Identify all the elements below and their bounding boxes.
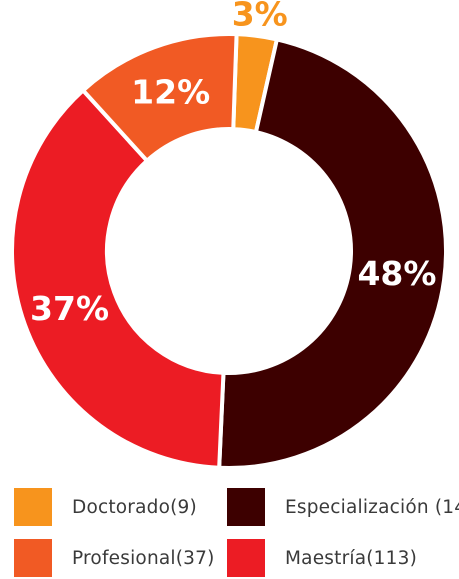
legend-item-especializacion: Especialización (142 xyxy=(227,487,459,527)
legend-swatch-maestria xyxy=(227,539,265,577)
donut-chart: 3% 48% 37% 12% xyxy=(10,0,448,470)
donut-slices xyxy=(10,32,448,470)
legend-swatch-profesional xyxy=(14,539,52,577)
slice-maestria xyxy=(10,87,226,470)
slice-profesional xyxy=(80,32,239,164)
legend-item-profesional: Profesional(37) xyxy=(14,538,215,578)
legend-label-profesional: Profesional(37) xyxy=(72,547,215,569)
percent-label-profesional: 12% xyxy=(131,72,210,111)
percent-label-especializacion: 48% xyxy=(357,254,436,293)
legend-label-maestria: Maestría(113) xyxy=(285,547,418,569)
legend-item-maestria: Maestría(113) xyxy=(227,538,417,578)
percent-label-doctorado: 3% xyxy=(232,0,288,33)
slice-especializacion xyxy=(217,36,448,470)
percent-label-maestria: 37% xyxy=(30,289,109,328)
legend-label-doctorado: Doctorado(9) xyxy=(72,496,197,518)
chart-legend: Doctorado(9) Especialización (142 Profes… xyxy=(0,480,459,579)
legend-item-doctorado: Doctorado(9) xyxy=(14,487,197,527)
legend-swatch-especializacion xyxy=(227,488,265,526)
legend-label-especializacion: Especialización (142 xyxy=(285,496,459,518)
legend-swatch-doctorado xyxy=(14,488,52,526)
donut-percent-labels: 3% 48% 37% 12% xyxy=(30,0,436,328)
